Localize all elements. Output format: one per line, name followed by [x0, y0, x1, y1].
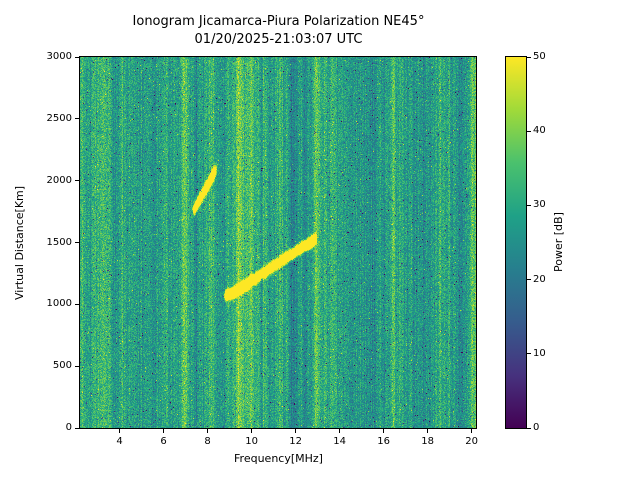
x-tick-mark [471, 429, 473, 433]
colorbar-tick-mark [527, 353, 531, 355]
colorbar-gradient [506, 57, 526, 428]
x-tick-label: 16 [377, 436, 390, 447]
x-tick-mark [251, 429, 253, 433]
x-tick-mark [163, 429, 165, 433]
colorbar-label: Power [dB] [552, 212, 565, 273]
chart-title-line1: Ionogram Jicamarca-Piura Polarization NE… [132, 14, 425, 29]
y-tick-mark [75, 56, 79, 58]
x-tick-mark [427, 429, 429, 433]
plot-frame [79, 56, 477, 429]
colorbar-frame [505, 56, 527, 429]
x-tick-label: 20 [465, 436, 478, 447]
x-tick-label: 4 [116, 436, 123, 447]
colorbar-tick-mark [527, 130, 531, 132]
colorbar-tick-mark [527, 279, 531, 281]
y-tick-mark [75, 365, 79, 367]
x-tick-mark [339, 429, 341, 433]
colorbar-tick-mark [527, 56, 531, 58]
y-tick-mark [75, 242, 79, 243]
colorbar-tick-mark [527, 427, 531, 429]
y-tick-label: 2000 [46, 174, 72, 186]
y-tick-mark [75, 180, 79, 182]
colorbar-tick-label: 30 [533, 199, 546, 211]
x-tick-label: 14 [333, 436, 346, 447]
chart-title-line2: 01/20/2025-21:03:07 UTC [194, 32, 363, 47]
colorbar-tick-label: 20 [533, 273, 546, 285]
x-tick-label: 18 [421, 436, 434, 447]
y-tick-mark [75, 427, 79, 429]
x-tick-label: 6 [160, 436, 167, 447]
y-tick-label: 3000 [46, 51, 72, 62]
chart-title: Ionogram Jicamarca-Piura Polarization NE… [80, 13, 477, 49]
x-tick-label: 10 [245, 436, 258, 447]
x-tick-mark [383, 429, 385, 433]
y-tick-mark [75, 303, 79, 305]
ionogram-heatmap [80, 57, 476, 428]
colorbar-tick-label: 40 [533, 125, 546, 137]
colorbar-tick-label: 0 [533, 422, 540, 433]
x-tick-mark [119, 429, 121, 433]
y-tick-label: 500 [52, 360, 72, 372]
colorbar-tick-label: 10 [533, 347, 546, 359]
x-tick-mark [295, 429, 297, 433]
colorbar-tick-mark [527, 204, 531, 206]
x-tick-mark [207, 429, 209, 433]
colorbar-tick-label: 50 [533, 51, 546, 62]
x-axis-label: Frequency[MHz] [234, 452, 323, 465]
y-tick-mark [75, 118, 79, 120]
y-tick-label: 1000 [46, 298, 72, 310]
y-tick-label: 0 [65, 422, 72, 433]
y-tick-label: 1500 [46, 236, 72, 248]
y-axis-label: Virtual Distance[Km] [13, 185, 26, 300]
x-tick-label: 8 [204, 436, 211, 447]
y-tick-label: 2500 [46, 112, 72, 124]
x-tick-label: 12 [289, 436, 302, 447]
